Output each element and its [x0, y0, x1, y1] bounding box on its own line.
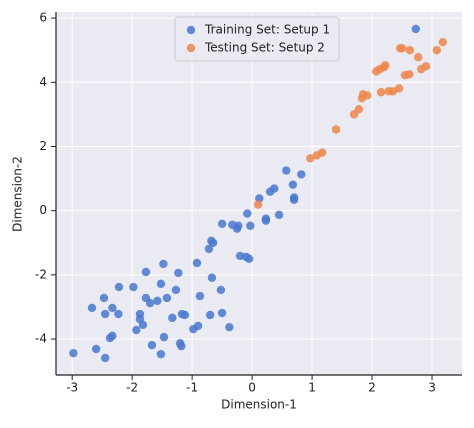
- point: [193, 321, 203, 331]
- point: [108, 303, 117, 313]
- point: [217, 308, 227, 318]
- x-tick-label: -1: [186, 381, 198, 395]
- point: [381, 61, 390, 70]
- point: [208, 238, 218, 247]
- point: [145, 298, 155, 308]
- point: [274, 210, 284, 220]
- point: [159, 332, 169, 342]
- point: [87, 303, 97, 313]
- point: [69, 348, 78, 358]
- point: [414, 53, 423, 62]
- x-tick-label: 0: [248, 381, 256, 395]
- point: [331, 125, 341, 134]
- point: [243, 209, 252, 218]
- x-tick-label: 3: [428, 381, 436, 395]
- point: [171, 285, 181, 295]
- point: [168, 313, 177, 323]
- point: [177, 341, 186, 351]
- point: [114, 309, 123, 319]
- point: [270, 184, 279, 193]
- point: [253, 200, 263, 209]
- x-tick-label: -3: [66, 381, 78, 395]
- legend-marker: [186, 25, 196, 35]
- x-tick-label: 2: [368, 381, 376, 395]
- point: [244, 254, 254, 264]
- point: [159, 259, 168, 269]
- point: [261, 214, 271, 223]
- point: [153, 296, 162, 306]
- point: [432, 45, 442, 55]
- point: [217, 219, 227, 229]
- point: [363, 91, 372, 100]
- point: [100, 353, 110, 363]
- point: [141, 267, 151, 277]
- point: [397, 44, 407, 53]
- y-tick-label: 2: [39, 139, 47, 153]
- point: [132, 325, 141, 335]
- point: [289, 195, 299, 204]
- point: [207, 273, 217, 282]
- x-axis-label: Dimension-1: [221, 398, 297, 412]
- point: [138, 320, 148, 330]
- legend-marker: [186, 43, 196, 53]
- point: [216, 285, 226, 295]
- y-tick-label: -4: [35, 332, 47, 346]
- point: [156, 349, 166, 359]
- point: [297, 170, 306, 179]
- point: [421, 62, 431, 71]
- point: [318, 148, 327, 157]
- point: [180, 310, 190, 320]
- point: [91, 344, 101, 354]
- legend-label: Training Set: Setup 1: [204, 23, 330, 37]
- point: [282, 166, 291, 175]
- point: [135, 309, 145, 319]
- y-tick-label: 4: [39, 75, 47, 89]
- y-axis-label: Dimension-2: [11, 156, 25, 232]
- point: [129, 282, 138, 292]
- point: [288, 180, 298, 189]
- point: [405, 45, 415, 55]
- point: [108, 331, 117, 341]
- point: [114, 282, 124, 292]
- point: [100, 309, 110, 319]
- point: [162, 293, 172, 303]
- point: [195, 291, 205, 301]
- point: [225, 322, 234, 332]
- point: [246, 221, 255, 230]
- point: [306, 154, 315, 163]
- point: [99, 293, 109, 303]
- point: [192, 258, 202, 268]
- y-tick-label: -2: [35, 267, 47, 281]
- point: [411, 24, 421, 34]
- point: [394, 84, 404, 93]
- plot-background: [56, 12, 462, 375]
- x-tick-label: -2: [126, 381, 138, 395]
- point: [405, 70, 414, 79]
- point: [147, 340, 157, 350]
- point: [438, 37, 448, 47]
- legend-label: Testing Set: Setup 2: [204, 41, 325, 55]
- y-tick-label: 0: [39, 203, 47, 217]
- point: [156, 279, 166, 289]
- point: [354, 105, 364, 114]
- point: [234, 221, 243, 230]
- y-tick-label: 6: [39, 11, 47, 25]
- point: [205, 310, 215, 320]
- x-tick-label: 1: [308, 381, 316, 395]
- point: [204, 244, 214, 254]
- point: [376, 88, 386, 97]
- legend-box: [174, 16, 340, 62]
- point: [174, 268, 183, 278]
